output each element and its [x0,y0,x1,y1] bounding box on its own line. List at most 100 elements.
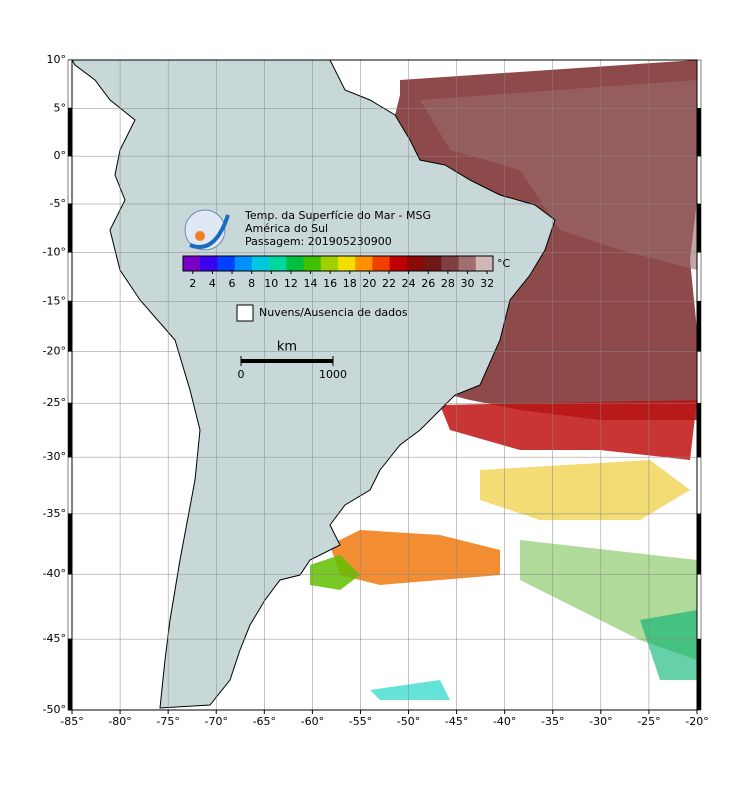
frame-band [696,203,702,253]
colorbar-tick-label: 12 [284,277,298,290]
colorbar-segment [251,256,270,271]
colorbar-tick-label: 32 [480,277,494,290]
colorbar-frame [182,255,494,272]
frame-band [67,155,73,205]
y-tick-label: -40° [43,567,66,580]
colorbar-tick-label: 28 [441,277,455,290]
colorbar-tick-label: 30 [460,277,474,290]
legend: Temp. da Superfície do Mar - MSG América… [182,209,511,381]
y-tick-label: -25° [43,396,66,409]
colorbar-tick-label: 24 [402,277,416,290]
colorbar-segment [303,256,322,271]
x-tick-label: -30° [589,715,612,728]
y-tick-label: -45° [43,632,66,645]
frame-band [67,456,73,515]
x-tick-label: -35° [541,715,564,728]
frame-band [696,301,702,352]
colorbar-segment [424,256,442,271]
x-tick-label: -85° [60,715,83,728]
colorbar-tick-label: 16 [323,277,337,290]
frame-band [696,252,702,302]
frame [71,59,698,711]
region: América do Sul [245,222,328,235]
y-tick-label: 5° [54,101,67,114]
y-tick-label: -15° [43,294,66,307]
sst-teal [640,610,697,680]
colorbar-segment [200,256,218,271]
colorbar-segment [234,256,253,271]
x-tick-label: -45° [445,715,468,728]
colorbar-segment [372,256,391,271]
sst-orange [330,530,500,585]
scale-bar [241,359,333,363]
colorbar-tick-label: 4 [209,277,216,290]
colorbar-tick-label: 18 [343,277,357,290]
x-tick-label: -75° [156,715,179,728]
x-tick-label: -50° [397,715,420,728]
sst-green [310,555,360,590]
x-tick-label: -70° [204,715,227,728]
frame-band [67,638,73,711]
colorbar-segment [389,256,408,271]
colorbar-tick-label: 8 [248,277,255,290]
colorbar-segment [183,256,201,271]
x-tick-label: -25° [637,715,660,728]
colorbar-segment [441,256,460,271]
frame-band [696,456,702,515]
scale-unit: km [277,340,297,355]
frame-band [67,203,73,253]
colorbar-segment [406,256,425,271]
sst-warm-light [420,80,697,270]
frame-band [67,402,73,458]
x-tick-label: -55° [349,715,372,728]
colorbar-tick-label: 2 [189,277,196,290]
x-tick-label: -20° [685,715,708,728]
frame-band [696,351,702,404]
frame-band [67,513,73,575]
clouds-swatch [236,304,254,322]
y-tick-label: 10° [47,53,67,66]
colorbar-segment [338,256,356,271]
colorbar-segment [355,256,373,271]
x-tick-label: -65° [253,715,276,728]
frame-band [696,513,702,575]
colorbar-segment [269,256,287,271]
y-tick-label: -10° [43,245,66,258]
colorbar-segment [320,256,339,271]
clouds-legend: Nuvens/Ausencia de dados [259,306,408,319]
sst-yellow [480,460,690,520]
logo-swoosh [189,214,230,249]
frame-band [696,402,702,458]
colorbar-segment [217,256,236,271]
frame-band [696,108,702,157]
y-tick-label: -30° [43,450,66,463]
frame-band [696,155,702,205]
sst-red [440,400,697,460]
colorbar-tick-label: 6 [229,277,236,290]
frame-band [67,351,73,404]
x-tick-label: -60° [301,715,324,728]
colorbar-tick-label: 10 [264,277,278,290]
frame-band [67,108,73,157]
x-tick-label: -40° [493,715,516,728]
colorbar-segment [458,256,477,271]
frame-band [67,59,73,109]
colorbar-unit: °C [497,257,511,270]
sst-cyan [370,680,450,700]
pass: Passagem: 201905230900 [245,235,392,248]
y-tick-label: -5° [50,197,66,210]
y-tick-label: 0° [54,149,67,162]
sst-field [310,60,697,700]
y-tick-label: -35° [43,507,66,520]
frame-band [696,638,702,711]
frame-band [67,252,73,302]
frame-band [696,573,702,640]
scale-tick-label: 1000 [319,368,347,381]
y-tick-label: -20° [43,344,66,357]
colorbar-tick-label: 22 [382,277,396,290]
colorbar-segment [475,256,494,271]
colorbar-segment [286,256,305,271]
frame-band [67,301,73,352]
